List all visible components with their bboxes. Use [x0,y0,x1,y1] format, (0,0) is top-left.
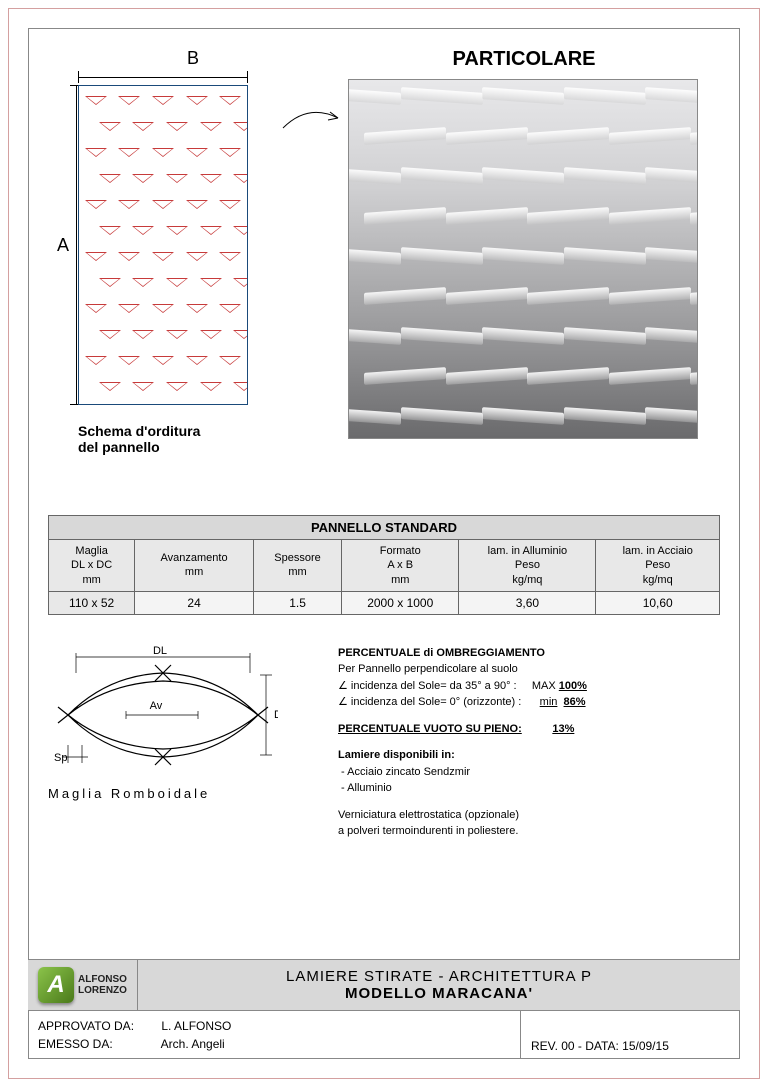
approved-name: L. ALFONSO [161,1019,231,1033]
rev-label: REV. 00 - DATA: [531,1039,619,1053]
schema-caption: Schema d'orditura del pannello [78,423,308,455]
specs-text: PERCENTUALE di OMBREGGIAMENTO Per Pannel… [338,645,720,850]
rhomb-dl-label: DL [153,645,167,657]
revision-cell: REV. 00 - DATA: 15/09/15 [520,1011,740,1059]
panel-schematic [78,85,248,405]
table-cell: 3,60 [459,591,596,614]
company-logo: A ALFONSO LORENZO [38,967,127,1003]
table-title: PANNELLO STANDARD [49,516,720,540]
top-section: B A Schema d'orditura del pannello [48,48,720,455]
table-cell: 2000 x 1000 [342,591,459,614]
table-cell: 24 [135,591,254,614]
shading-line2-prefix: min [540,696,558,708]
spec-table: PANNELLO STANDARD MagliaDL x DCmmAvanzam… [48,515,720,615]
dimension-b-label: B [78,48,308,69]
table-column-header: Spessoremm [253,540,341,592]
rhomb-dc-label: DC [274,709,278,721]
rhomb-sp-label: Sp [54,752,67,764]
logo-name-l1: ALFONSO [78,974,127,985]
rev-date: 15/09/15 [622,1039,669,1053]
bottom-section: DL DC Av Sp Maglia Romboidale PERCENTUAL… [48,645,720,850]
title-cell: LAMIERE STIRATE - ARCHITETTURA P MODELLO… [138,960,740,1010]
coating-line1: Verniciatura elettrostatica (opzionale) [338,809,519,821]
table-column-header: lam. in AlluminioPesokg/mq [459,540,596,592]
approved-label: APPROVATO DA: [38,1017,158,1035]
shading-line1-value: 100% [559,680,587,692]
approval-cell: APPROVATO DA: L. ALFONSO EMESSO DA: Arch… [28,1011,520,1059]
void-value: 13% [552,723,574,735]
detail-block: PARTICOLARE [328,48,720,455]
logo-a-icon: A [38,967,74,1003]
detail-photo [348,79,698,439]
rhomboid-diagram: DL DC Av Sp [48,645,278,775]
arrow-icon [278,98,348,138]
shading-subtitle: Per Pannello perpendicolare al suolo [338,663,518,675]
doc-title-line1: LAMIERE STIRATE - ARCHITETTURA P [146,968,732,985]
materials-list: - Acciaio zincato Sendzmir - Alluminio [338,766,470,795]
titleblock: A ALFONSO LORENZO LAMIERE STIRATE - ARCH… [28,959,740,1059]
shading-line1-prefix: MAX [532,680,556,692]
dimension-a-label: A [57,235,69,256]
schema-caption-line2: del pannello [78,439,160,455]
issued-label: EMESSO DA: [38,1035,158,1053]
page-content: B A Schema d'orditura del pannello [28,28,740,1059]
table-cell: 1.5 [253,591,341,614]
logo-name-l2: LORENZO [78,985,127,996]
rhomboid-block: DL DC Av Sp Maglia Romboidale [48,645,308,850]
shading-title: PERCENTUALE di OMBREGGIAMENTO [338,647,545,659]
table-column-header: Avanzamentomm [135,540,254,592]
dimension-b-line [78,71,248,85]
schema-caption-line1: Schema d'orditura [78,423,200,439]
shading-line2-value: 86% [564,696,586,708]
shading-line2-label: ∠ incidenza del Sole= 0° (orizzonte) : [338,696,521,708]
shading-line1-label: ∠ incidenza del Sole= da 35° a 90° : [338,680,517,692]
table-column-header: lam. in AcciaioPesokg/mq [596,540,720,592]
coating-line2: a polveri termoindurenti in poliestere. [338,825,518,837]
rhomboid-caption: Maglia Romboidale [48,786,308,801]
issued-name: Arch. Angeli [161,1037,225,1051]
void-title: PERCENTUALE VUOTO SU PIENO: [338,723,522,735]
schema-block: B A Schema d'orditura del pannello [48,48,308,455]
doc-title-line2: MODELLO MARACANA' [146,985,732,1002]
table-cell: 110 x 52 [49,591,135,614]
materials-title: Lamiere disponibili in: [338,749,455,761]
detail-title: PARTICOLARE [328,48,720,71]
table-header-row: MagliaDL x DCmmAvanzamentommSpessoremmFo… [49,540,720,592]
table-data-row: 110 x 52241.52000 x 10003,6010,60 [49,591,720,614]
table-column-header: MagliaDL x DCmm [49,540,135,592]
dimension-a-column: A [48,85,78,405]
rhomb-av-label: Av [150,700,163,712]
logo-cell: A ALFONSO LORENZO [28,960,138,1010]
table-cell: 10,60 [596,591,720,614]
table-column-header: FormatoA x Bmm [342,540,459,592]
